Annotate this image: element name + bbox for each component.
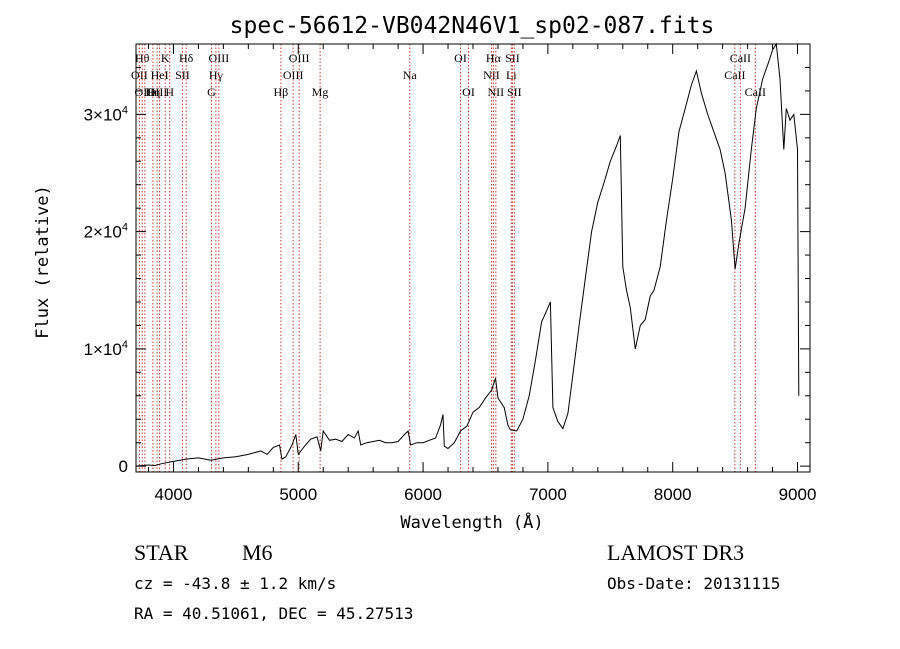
spectral-line-label: CaII bbox=[730, 51, 751, 65]
spectral-line-label: CaII bbox=[724, 68, 745, 82]
spectral-line-label: Hδ bbox=[179, 51, 194, 65]
x-axis-label: Wavelength (Å) bbox=[400, 511, 543, 533]
observation-date: Obs-Date: 20131115 bbox=[607, 574, 780, 593]
x-tick-label: 8000 bbox=[654, 485, 692, 504]
spectral-line-label: H bbox=[165, 85, 174, 99]
spectral-line-label: OI bbox=[454, 51, 467, 65]
survey-name: LAMOST DR3 bbox=[607, 540, 744, 565]
spectral-line-label: OIII bbox=[135, 85, 156, 99]
x-tick-label: 9000 bbox=[779, 485, 817, 504]
spectral-line-label: SII bbox=[505, 51, 520, 65]
y-tick-label: 0 bbox=[119, 457, 128, 476]
x-tick-label: 4000 bbox=[155, 485, 193, 504]
spectral-line-label: NII bbox=[483, 68, 500, 82]
coordinates-readout: RA = 40.51061, DEC = 45.27513 bbox=[134, 604, 413, 623]
spectral-line-label: Hβ bbox=[274, 85, 289, 99]
y-tick-label: 1×104 bbox=[84, 339, 128, 359]
spectral-line-label: Hγ bbox=[209, 68, 224, 82]
flux-series-line bbox=[135, 42, 800, 467]
spectral-line-label: Mg bbox=[312, 85, 329, 99]
spectral-line-label: SII bbox=[175, 68, 190, 82]
spectral-line-label: SII bbox=[507, 85, 522, 99]
spectral-line-label: OII bbox=[131, 68, 148, 82]
axis-ticks: 4000 5000 6000 7000 8000 9000 0 1×104 2×104 3×104 bbox=[84, 44, 817, 504]
plot-frame bbox=[135, 43, 811, 473]
spectral-line-label: Hα bbox=[486, 51, 502, 65]
y-axis-label: Flux (relative) bbox=[33, 185, 53, 339]
spectral-line-label: K bbox=[161, 51, 170, 65]
y-tick-label: 2×104 bbox=[84, 222, 128, 242]
spectral-line-label: OIII bbox=[209, 51, 230, 65]
spectral-line-label: Hη bbox=[145, 85, 160, 99]
spectral-line-label: Hθ bbox=[135, 51, 150, 65]
y-tick-label: 3×104 bbox=[84, 104, 128, 124]
spectral-line-label: OIII bbox=[147, 85, 168, 99]
spectral-line-label: HeI bbox=[151, 68, 169, 82]
chart-title: spec-56612-VB042N46V1_sp02-087.fits bbox=[230, 13, 715, 39]
spectral-line-label: OIII bbox=[289, 51, 310, 65]
spectral-line-label: Li bbox=[506, 68, 517, 82]
spectral-line-label: G bbox=[207, 85, 216, 99]
spectral-line-label: OIII bbox=[283, 68, 304, 82]
spectral-line-label: CaII bbox=[745, 85, 766, 99]
spectral-line-label: NII bbox=[488, 85, 505, 99]
object-type: STAR bbox=[134, 540, 189, 565]
object-subclass: M6 bbox=[242, 540, 273, 565]
x-tick-label: 7000 bbox=[529, 485, 567, 504]
spectral-lines: OIIHθOIIIHηOIIIHeIKHSIIHδGHγOIIIHβOIIIOI… bbox=[131, 44, 766, 472]
x-tick-label: 5000 bbox=[279, 485, 317, 504]
spectral-line-label: Na bbox=[403, 68, 418, 82]
redshift-readout: cz = -43.8 ± 1.2 km/s bbox=[134, 574, 336, 593]
spectral-line-label: OI bbox=[462, 85, 475, 99]
x-tick-label: 6000 bbox=[404, 485, 442, 504]
